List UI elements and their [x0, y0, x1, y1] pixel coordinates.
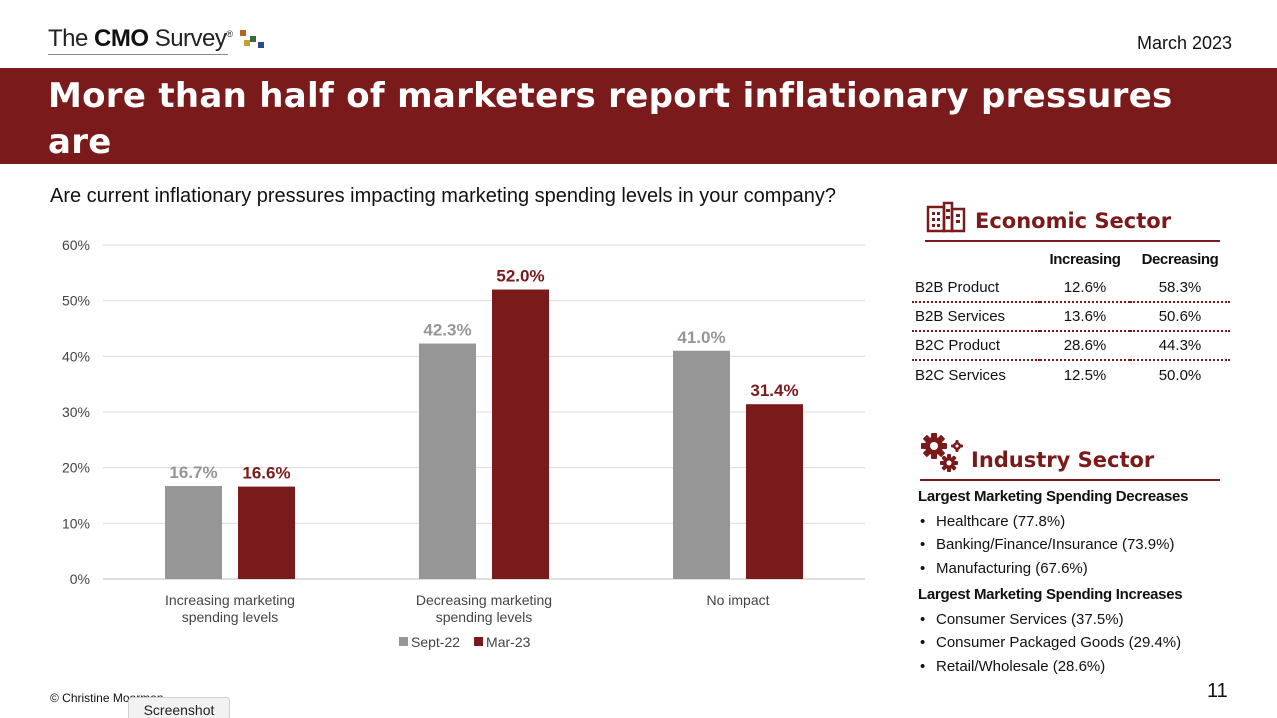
- industry-sector-underline: [920, 479, 1220, 481]
- list-item: Manufacturing (67.6%): [918, 557, 1174, 580]
- increasing-value: 28.6%: [1040, 331, 1130, 361]
- table-row: B2C Services 12.5% 50.0%: [912, 360, 1230, 389]
- table-row: B2B Services 13.6% 50.6%: [912, 302, 1230, 332]
- table-header-row: Increasing Decreasing: [912, 245, 1230, 273]
- y-tick-label: 40%: [62, 348, 90, 364]
- title-bar: [0, 68, 1277, 164]
- economic-sector-table: Increasing Decreasing B2B Product 12.6% …: [912, 245, 1230, 389]
- decreasing-value: 58.3%: [1130, 273, 1230, 303]
- row-name: B2C Product: [912, 331, 1040, 361]
- increasing-value: 13.6%: [1040, 302, 1130, 332]
- bar-chart: 0% 10% 20% 30% 40% 50% 60% 16.7% 16.6% Increasing…: [62, 237, 865, 650]
- cmo-survey-logo: The CMO Survey®: [48, 24, 288, 58]
- bar: [165, 486, 222, 579]
- bar: [419, 343, 476, 579]
- header-decreasing: Decreasing: [1141, 250, 1219, 268]
- y-tick-label: 60%: [62, 237, 90, 253]
- title-line-2: causing a decrease in spending, up 20% f…: [48, 168, 1161, 208]
- survey-question: Are current inflationary pressures impac…: [50, 185, 836, 207]
- gears-icon: [921, 433, 963, 472]
- decreases-heading: Largest Marketing Spending Decreases: [918, 488, 1189, 505]
- table-row: B2C Product 28.6% 44.3%: [912, 331, 1230, 361]
- data-label: 41.0%: [677, 328, 725, 347]
- bar: [746, 404, 803, 579]
- legend-label: Sept-22: [411, 634, 460, 650]
- x-tick-label: spending levels: [182, 609, 279, 625]
- y-tick-label: 30%: [62, 404, 90, 420]
- data-label: 16.6%: [242, 464, 290, 483]
- x-tick-label: Decreasing marketing: [416, 592, 552, 608]
- economic-sector-underline: [925, 240, 1220, 242]
- logo-dot: [258, 42, 264, 48]
- logo-dot: [244, 40, 250, 46]
- y-tick-label: 20%: [62, 460, 90, 476]
- list-item: Consumer Services (37.5%): [918, 608, 1181, 631]
- increasing-value: 12.6%: [1040, 273, 1130, 303]
- y-tick-label: 50%: [62, 293, 90, 309]
- table-row: B2B Product 12.6% 58.3%: [912, 273, 1230, 303]
- report-date: March 2023: [1137, 33, 1233, 53]
- logo-dot: [250, 36, 256, 42]
- data-label: 31.4%: [750, 381, 798, 400]
- decreases-list: Healthcare (77.8%) Banking/Finance/Insur…: [918, 510, 1174, 580]
- decreasing-value: 50.6%: [1130, 302, 1230, 332]
- logo-text: The CMO Survey®: [48, 25, 233, 52]
- x-tick-label: spending levels: [436, 609, 533, 625]
- logo-dot: [240, 30, 246, 36]
- bar: [673, 350, 730, 579]
- economic-sector-title: Economic Sector: [975, 209, 1172, 233]
- industry-sector-title: Industry Sector: [971, 448, 1155, 472]
- logo-underline: [48, 54, 228, 55]
- list-item: Consumer Packaged Goods (29.4%): [918, 631, 1181, 654]
- header-empty: [912, 245, 1040, 273]
- x-tick-label: Increasing marketing: [165, 592, 295, 608]
- y-tick-label: 0%: [70, 571, 90, 587]
- legend-swatch: [399, 637, 408, 646]
- bar: [238, 486, 295, 579]
- decreasing-value: 44.3%: [1130, 331, 1230, 361]
- list-item: Retail/Wholesale (28.6%): [918, 655, 1181, 678]
- increases-list: Consumer Services (37.5%) Consumer Packa…: [918, 608, 1181, 678]
- slide-title: More than half of marketers report infla…: [48, 73, 1248, 211]
- page-number: 11: [1207, 680, 1228, 702]
- list-item: Banking/Finance/Insurance (73.9%): [918, 533, 1174, 556]
- header-increasing: Increasing: [1049, 250, 1121, 268]
- row-name: B2B Product: [912, 273, 1040, 303]
- row-name: B2C Services: [915, 366, 1006, 384]
- data-label: 52.0%: [496, 267, 544, 286]
- bar: [492, 289, 549, 579]
- y-tick-label: 10%: [62, 515, 90, 531]
- data-label: 16.7%: [169, 463, 217, 482]
- increases-heading: Largest Marketing Spending Increases: [918, 586, 1183, 603]
- legend-label: Mar-23: [486, 634, 531, 650]
- buildings-icon: [926, 201, 966, 233]
- increasing-value: 12.5%: [1063, 366, 1107, 384]
- title-line-1: More than half of marketers report infla…: [48, 76, 1173, 162]
- decreasing-value: 50.0%: [1158, 366, 1202, 384]
- data-label: 42.3%: [423, 321, 471, 340]
- screenshot-button[interactable]: Screenshot: [128, 697, 230, 718]
- x-tick-label: No impact: [706, 592, 769, 608]
- legend-swatch: [474, 637, 484, 646]
- row-name: B2B Services: [912, 302, 1040, 332]
- list-item: Healthcare (77.8%): [918, 510, 1174, 533]
